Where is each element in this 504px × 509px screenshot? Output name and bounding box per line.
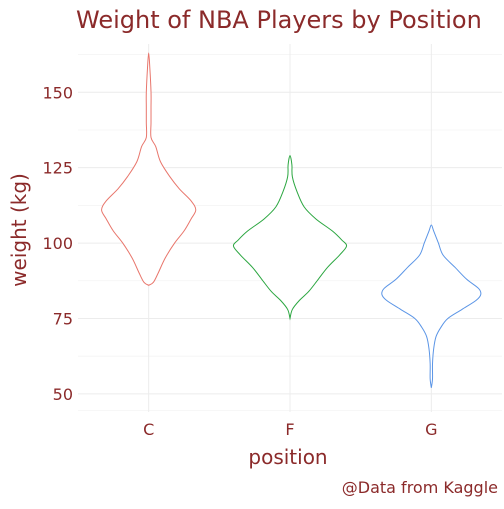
violin-f xyxy=(232,155,348,319)
y-tick-label: 100 xyxy=(42,234,73,253)
y-tick-label: 75 xyxy=(53,309,73,328)
caption: @Data from Kaggle xyxy=(342,478,498,497)
y-axis-label: weight (kg) xyxy=(7,173,31,287)
violins xyxy=(101,52,482,388)
x-tick-label: C xyxy=(143,420,154,439)
x-tick-label: F xyxy=(285,420,294,439)
violin-g xyxy=(381,224,482,388)
y-tick-label: 125 xyxy=(42,159,73,178)
chart-title: Weight of NBA Players by Position xyxy=(76,6,482,34)
y-axis-ticks: 50 75 100 125 150 xyxy=(42,83,73,404)
violin-c xyxy=(101,52,197,286)
x-tick-label: G xyxy=(425,420,437,439)
y-tick-label: 50 xyxy=(53,385,73,404)
y-tick-label: 150 xyxy=(42,83,73,102)
x-axis-label: position xyxy=(248,445,327,469)
